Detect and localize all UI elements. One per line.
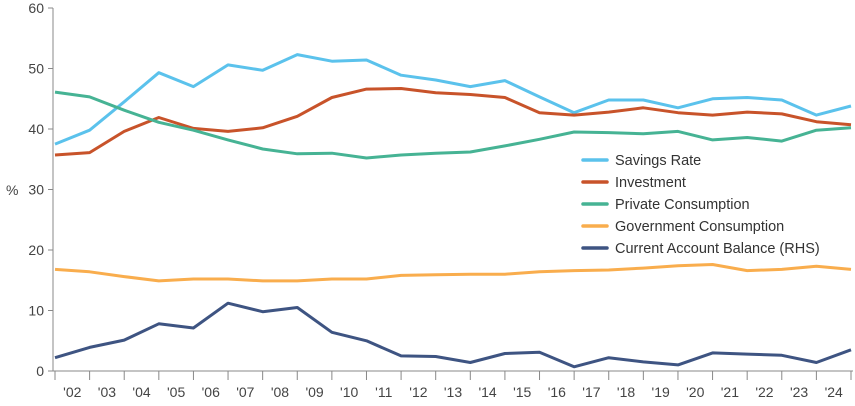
series-lines: [54, 53, 852, 369]
x-tick-label: '18: [617, 384, 635, 400]
legend-label: Private Consumption: [615, 197, 750, 213]
axes: 0 10 20 30 40 50 60 '02 '03 '04 '05 '06 '07 '08 '09 '10…: [28, 0, 853, 400]
x-tick-label: '07: [236, 384, 254, 400]
series-line-4: [54, 301, 852, 369]
y-tick-label: 60: [28, 0, 44, 16]
legend-item: Private Consumption: [581, 197, 750, 213]
x-tick-label: '08: [271, 384, 289, 400]
series-line-2: [54, 90, 852, 160]
x-tick-label: '13: [444, 384, 462, 400]
legend-label: Savings Rate: [615, 153, 701, 169]
x-tick-label: '06: [202, 384, 220, 400]
series-line-1: [54, 87, 852, 157]
x-tick-label: '09: [305, 384, 323, 400]
y-tick-label: 0: [36, 363, 44, 379]
legend: Savings Rate Investment Private Consumptio…: [581, 153, 820, 257]
x-tick-label: '19: [652, 384, 670, 400]
x-tick-label: '17: [582, 384, 600, 400]
y-tick-label: 20: [28, 242, 44, 258]
legend-label: Investment: [615, 175, 686, 191]
y-tick-label: 10: [28, 303, 44, 319]
legend-item: Current Account Balance (RHS): [581, 241, 820, 257]
x-tick-label: '10: [340, 384, 358, 400]
x-tick-label: '14: [478, 384, 496, 400]
legend-item: Government Consumption: [581, 219, 784, 235]
x-tick-label: '16: [548, 384, 566, 400]
y-tick-label: 40: [28, 121, 44, 137]
series-line-3: [54, 263, 852, 283]
x-tick-label: '22: [755, 384, 773, 400]
legend-label: Current Account Balance (RHS): [615, 241, 820, 257]
x-tick-label: '02: [63, 384, 81, 400]
y-tick-label: 50: [28, 61, 44, 77]
legend-label: Government Consumption: [615, 219, 784, 235]
legend-item: Investment: [581, 175, 686, 191]
y-axis-label: %: [6, 182, 18, 198]
x-tick-label: '12: [409, 384, 427, 400]
x-tick-label: '04: [132, 384, 150, 400]
x-tick-label: '03: [98, 384, 116, 400]
x-tick-label: '20: [686, 384, 704, 400]
x-tick-label: '21: [721, 384, 739, 400]
legend-item: Savings Rate: [581, 153, 701, 169]
x-tick-label: '24: [825, 384, 843, 400]
x-tick-label: '11: [375, 384, 392, 400]
y-tick-label: 30: [28, 182, 44, 198]
x-tick-label: '05: [167, 384, 185, 400]
x-tick-label: '15: [513, 384, 531, 400]
series-line-0: [54, 53, 852, 146]
x-tick-label: '23: [790, 384, 808, 400]
